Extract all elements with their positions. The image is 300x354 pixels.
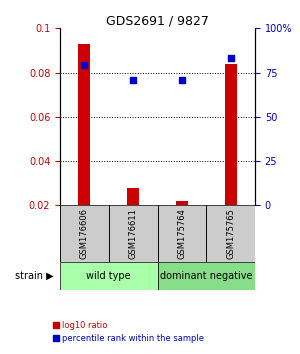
Text: GSM176611: GSM176611 (129, 208, 138, 259)
Bar (158, 262, 255, 290)
Point (179, 77, 184, 82)
Bar (127, 188, 139, 250)
Point (131, 77, 136, 82)
Legend: log10 ratio, percentile rank within the sample: log10 ratio, percentile rank within the … (49, 318, 207, 346)
Point (228, 56, 233, 61)
Bar (158, 205, 206, 262)
Bar (206, 205, 255, 262)
Text: strain ▶: strain ▶ (15, 271, 54, 281)
Title: GDS2691 / 9827: GDS2691 / 9827 (106, 14, 209, 27)
Text: GSM175764: GSM175764 (177, 208, 186, 259)
Bar (60, 262, 158, 290)
Bar (60, 205, 109, 262)
Text: GSM176606: GSM176606 (80, 208, 89, 259)
Bar (176, 201, 188, 250)
Text: wild type: wild type (86, 271, 131, 281)
Point (82, 63, 87, 68)
Bar (109, 205, 158, 262)
Text: dominant negative: dominant negative (160, 271, 253, 281)
Bar (78, 44, 91, 250)
Text: GSM175765: GSM175765 (226, 208, 235, 259)
Bar (224, 64, 237, 250)
